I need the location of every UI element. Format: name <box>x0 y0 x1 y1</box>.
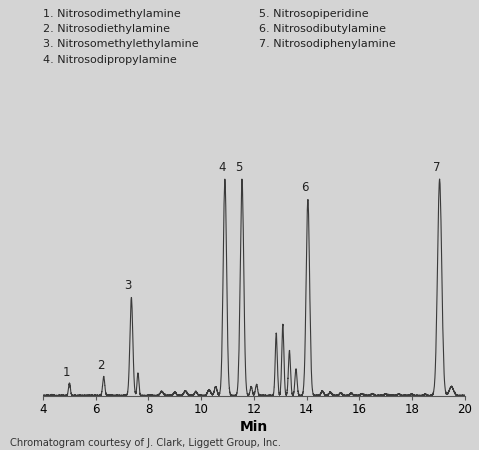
Text: 4: 4 <box>218 161 226 174</box>
Text: 7: 7 <box>433 161 440 174</box>
Text: 1: 1 <box>63 365 70 378</box>
Text: 6: 6 <box>301 181 308 194</box>
Text: 2: 2 <box>97 359 104 372</box>
Text: 1. Nitrosodimethylamine
2. Nitrosodiethylamine
3. Nitrosomethylethylamine
4. Nit: 1. Nitrosodimethylamine 2. Nitrosodiethy… <box>43 9 199 65</box>
Text: 3: 3 <box>125 279 132 292</box>
Text: 5. Nitrosopiperidine
6. Nitrosodibutylamine
7. Nitrosodiphenylamine: 5. Nitrosopiperidine 6. Nitrosodibutylam… <box>259 9 395 50</box>
Text: Chromatogram courtesy of J. Clark, Liggett Group, Inc.: Chromatogram courtesy of J. Clark, Ligge… <box>10 438 281 448</box>
X-axis label: Min: Min <box>240 420 268 434</box>
Text: 5: 5 <box>235 161 242 174</box>
